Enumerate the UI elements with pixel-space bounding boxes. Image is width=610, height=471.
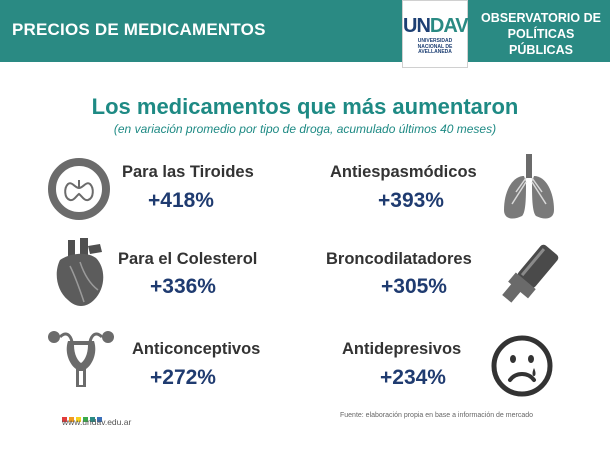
logo-text-right: DAV (429, 15, 469, 37)
footer-url[interactable]: www.undav.edu.ar (62, 417, 132, 427)
color-dot (83, 417, 88, 422)
logo-text-left: UN (403, 15, 431, 37)
item-value-thyroid: +418% (148, 189, 214, 212)
item-name-colesterol: Para el Colesterol (118, 250, 258, 268)
color-dot (97, 417, 102, 422)
color-dot (69, 417, 74, 422)
sad-face-icon (491, 335, 553, 397)
logo-mark: UNDAV (403, 15, 469, 38)
observatory-line: OBSERVATORIO DE (481, 11, 601, 25)
item-value-antidepresivos: +234% (380, 366, 446, 389)
subheadline: (en variación promedio por tipo de droga… (113, 122, 497, 136)
item-value-anticonceptivos: +272% (150, 366, 216, 389)
logo-subtitle-line: NACIONAL DE (417, 43, 453, 50)
color-dots (62, 409, 104, 427)
page-title: PRECIOS DE MEDICAMENTOS (12, 20, 266, 39)
inhaler-icon (502, 244, 559, 303)
heart-icon (56, 238, 104, 306)
item-name-broncodilatadores: Broncodilatadores (326, 250, 472, 268)
logo-subtitle: UNIVERSIDAD NACIONAL DE AVELLANEDA (403, 38, 467, 56)
item-value-antiespasmodicos: +393% (378, 189, 444, 212)
item-name-antidepresivos: Antidepresivos (342, 340, 462, 358)
item-value-colesterol: +336% (150, 275, 216, 298)
item-name-anticonceptivos: Anticonceptivos (132, 340, 261, 358)
uterus-icon (48, 331, 114, 387)
item-value-broncodilatadores: +305% (381, 275, 447, 298)
observatory-line: POLÍTICAS PÚBLICAS (507, 27, 575, 57)
lungs-icon (504, 154, 554, 219)
color-dot (90, 417, 95, 422)
logo-subtitle-line: AVELLANEDA (418, 49, 452, 55)
logo-subtitle-line: UNIVERSIDAD (417, 38, 453, 44)
header-banner: PRECIOS DE MEDICAMENTOS UNDAV UNIVERSIDA… (0, 0, 610, 68)
thyroid-icon (48, 158, 110, 220)
item-name-thyroid: Para las Tiroides (122, 163, 254, 181)
observatory-label: OBSERVATORIO DE POLÍTICAS PÚBLICAS (474, 10, 608, 58)
color-dot (76, 417, 81, 422)
item-name-antiespasmodicos: Antiespasmódicos (330, 163, 477, 181)
color-dot (62, 417, 67, 422)
undav-logo: UNDAV UNIVERSIDAD NACIONAL DE AVELLANEDA (402, 0, 469, 68)
headline: Los medicamentos que más aumentaron (91, 94, 519, 119)
footer-source: Fuente: elaboración propia en base a inf… (340, 412, 534, 419)
